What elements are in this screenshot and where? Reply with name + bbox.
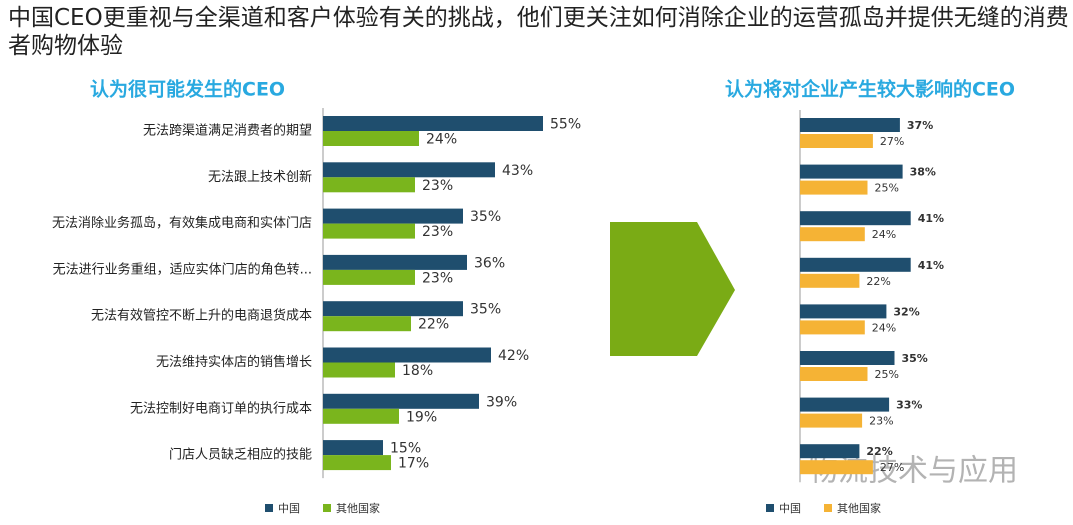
value-label: 17% [398,456,429,472]
value-label: 22% [418,317,449,333]
value-label: 19% [406,409,437,425]
bar [323,269,415,285]
category-label: 无法跟上技术创新 [208,169,312,185]
value-label: 15% [390,441,421,457]
legend-swatch [766,504,774,512]
category-label: 无法进行业务重组，适应实体门店的角色转... [53,261,312,277]
bar [323,208,463,224]
legend-label: 中国 [278,502,300,515]
bar [323,393,479,409]
bar [800,257,911,272]
bar [800,351,895,365]
bar [323,316,411,332]
bar [800,304,887,319]
bar [323,347,491,363]
bar [323,362,395,378]
value-label: 42% [498,348,529,364]
bar [323,455,391,471]
bar [323,131,419,146]
bar [800,164,903,179]
bar [800,227,865,242]
bar [800,134,873,148]
value-label: 27% [880,461,904,474]
bar [800,367,868,381]
legend-swatch [265,504,273,512]
value-label: 24% [872,228,896,241]
category-label: 无法控制好电商订单的执行成本 [130,400,312,416]
bar [800,118,900,132]
value-label: 23% [422,224,453,240]
category-label: 无法有效管控不断上升的电商退货成本 [91,308,312,324]
bar [800,180,868,195]
value-label: 33% [896,399,922,412]
value-label: 18% [402,363,433,379]
value-label: 41% [918,259,944,272]
value-label: 23% [422,270,453,286]
chart-subtitle: 认为将对企业产生较大影响的CEO [725,78,1015,101]
value-label: 37% [907,119,933,132]
category-label: 无法维持实体店的销售增长 [156,354,312,370]
bar [323,254,467,270]
category-label: 门店人员缺乏相应的技能 [169,447,312,463]
legend-swatch [824,504,832,512]
bar [323,223,415,239]
category-label: 无法跨渠道满足消费者的期望 [143,123,312,139]
value-label: 38% [910,166,936,179]
bar [323,408,399,424]
value-label: 35% [470,302,501,318]
bar [800,460,873,475]
bar [800,413,863,428]
bar [800,320,865,335]
page-title: 中国CEO更重视与全渠道和客户体验有关的挑战，他们更关注如何消除企业的运营孤岛并… [8,5,1069,59]
value-label: 35% [902,352,928,365]
arrow [610,222,735,356]
value-label: 22% [866,275,890,288]
bar [800,273,860,288]
legend-label: 其他国家 [837,501,881,515]
chart-subtitle: 认为很可能发生的CEO [90,78,285,101]
value-label: 23% [422,178,453,194]
value-label: 32% [893,305,919,318]
value-label: 39% [486,394,517,410]
value-label: 23% [869,415,893,428]
value-label: 35% [470,209,501,225]
bar [800,211,911,226]
legend-label: 中国 [779,502,801,515]
value-label: 43% [502,163,533,179]
value-label: 27% [880,135,904,148]
legend-label: 其他国家 [336,501,380,515]
bar [323,440,383,456]
category-label: 无法消除业务孤岛，有效集成电商和实体门店 [52,215,312,231]
bar [323,301,463,317]
value-label: 22% [866,445,892,458]
bar [323,177,415,193]
value-label: 24% [426,132,457,148]
bar [800,444,860,459]
bar [323,162,495,178]
value-label: 36% [474,255,505,271]
value-label: 25% [875,182,899,195]
value-label: 55% [550,117,581,133]
value-label: 24% [872,321,896,334]
legend-swatch [323,504,331,512]
bar [323,116,543,131]
bar [800,397,890,412]
value-label: 41% [918,212,944,225]
value-label: 25% [875,368,899,381]
